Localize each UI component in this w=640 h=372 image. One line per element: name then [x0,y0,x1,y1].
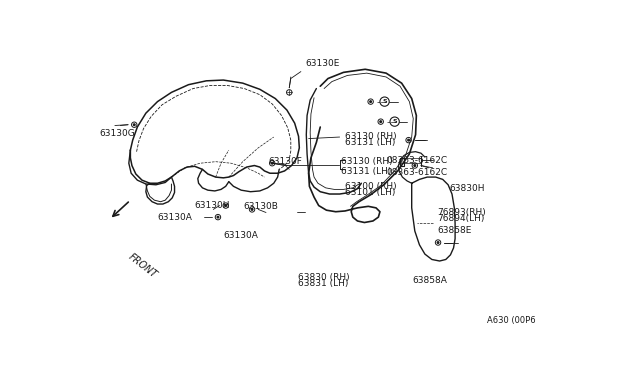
Text: 63101 (LH): 63101 (LH) [346,188,396,197]
Text: 63130 (RH): 63130 (RH) [341,157,393,166]
Text: 63831 (LH): 63831 (LH) [298,279,349,288]
Text: 63131 (LH): 63131 (LH) [341,167,392,176]
Text: 63100 (RH): 63100 (RH) [346,182,397,191]
Text: A630 (00P6: A630 (00P6 [486,316,535,325]
Text: 63130E: 63130E [306,59,340,68]
Text: 63858A: 63858A [412,276,447,285]
Text: 63830H: 63830H [449,184,485,193]
Text: 63130G: 63130G [100,129,136,138]
Text: 76894(LH): 76894(LH) [437,214,484,223]
Circle shape [414,164,416,166]
Circle shape [408,139,410,141]
Text: 63130H: 63130H [194,201,230,209]
Text: FRONT: FRONT [126,251,159,280]
Text: S: S [382,99,387,104]
Text: S: S [392,119,397,124]
Text: 08363-6162C: 08363-6162C [386,157,447,166]
Text: 08363-6162C: 08363-6162C [386,169,447,177]
Text: 63858E: 63858E [437,226,472,235]
Text: 63130F: 63130F [269,157,302,166]
Circle shape [251,208,253,210]
Text: 63130A: 63130A [157,213,192,222]
Text: 63130A: 63130A [224,231,259,240]
Circle shape [225,205,227,206]
Text: 63130 (RH): 63130 (RH) [346,132,397,141]
Text: 63131 (LH): 63131 (LH) [346,138,396,147]
Text: 63830 (RH): 63830 (RH) [298,273,350,282]
Circle shape [437,241,439,243]
Circle shape [271,162,273,164]
Circle shape [380,121,381,122]
Text: 76893(RH): 76893(RH) [437,208,486,217]
Circle shape [217,216,219,218]
Circle shape [370,101,372,103]
Circle shape [133,124,135,126]
Text: 63130B: 63130B [244,202,278,211]
